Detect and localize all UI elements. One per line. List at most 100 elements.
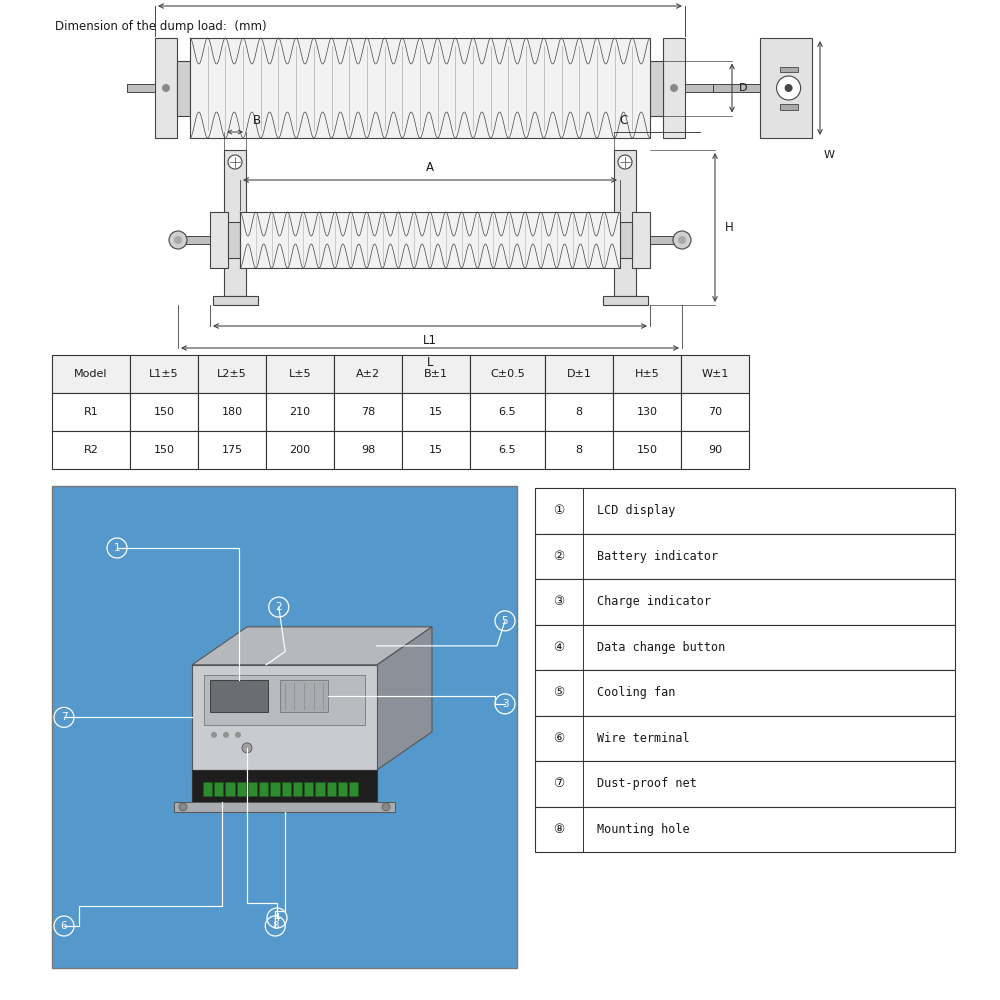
Bar	[130, 431, 198, 469]
Bar	[545, 393, 613, 431]
Bar	[334, 431, 402, 469]
Bar	[535, 488, 955, 534]
Bar	[535, 716, 955, 761]
Text: L1: L1	[423, 334, 437, 347]
Bar	[632, 212, 650, 268]
Bar	[130, 355, 198, 393]
Bar	[613, 355, 681, 393]
Text: Data change button: Data change button	[597, 641, 725, 654]
Bar	[210, 212, 228, 268]
Text: 200: 200	[289, 445, 311, 455]
Bar	[155, 38, 177, 138]
Text: L1±5: L1±5	[149, 369, 179, 379]
Text: 98: 98	[361, 445, 375, 455]
Circle shape	[211, 732, 217, 738]
Text: Charge indicator: Charge indicator	[597, 595, 711, 608]
Text: B: B	[253, 114, 261, 127]
Bar	[470, 431, 545, 469]
Bar	[334, 355, 402, 393]
Text: Wire terminal: Wire terminal	[597, 732, 690, 745]
Bar	[178, 236, 210, 243]
Bar	[681, 355, 749, 393]
Text: 150: 150	[154, 445, 175, 455]
Circle shape	[169, 231, 187, 249]
Text: L: L	[427, 356, 433, 369]
Bar	[212, 296, 258, 305]
Text: LCD display: LCD display	[597, 504, 675, 517]
Bar	[681, 393, 749, 431]
Bar	[240, 212, 620, 268]
Text: H: H	[725, 221, 734, 234]
Circle shape	[179, 803, 187, 811]
Text: 8: 8	[575, 407, 583, 417]
Bar	[650, 60, 663, 116]
Polygon shape	[192, 627, 432, 665]
Text: 150: 150	[154, 407, 175, 417]
Bar	[613, 431, 681, 469]
Bar	[304, 782, 313, 796]
Text: R1: R1	[84, 407, 98, 417]
Bar	[685, 84, 713, 92]
Text: B±1: B±1	[424, 369, 448, 379]
Bar	[402, 355, 470, 393]
Bar	[293, 782, 302, 796]
Bar	[402, 431, 470, 469]
Bar	[535, 670, 955, 716]
Text: 175: 175	[221, 445, 243, 455]
Bar	[174, 802, 395, 812]
Text: ③: ③	[553, 595, 565, 608]
Bar	[334, 393, 402, 431]
Text: D: D	[739, 83, 748, 93]
Bar	[713, 84, 760, 92]
Bar	[177, 60, 190, 116]
Text: 7: 7	[61, 712, 67, 722]
Bar	[52, 431, 130, 469]
Bar	[198, 355, 266, 393]
Circle shape	[777, 76, 801, 100]
Bar	[190, 38, 650, 138]
Bar	[203, 782, 212, 796]
Text: ⑦: ⑦	[553, 777, 565, 790]
Bar	[535, 579, 955, 624]
Text: 8: 8	[575, 445, 583, 455]
Text: 6.5: 6.5	[499, 445, 516, 455]
Bar	[280, 680, 328, 712]
Text: 5: 5	[502, 616, 508, 626]
Bar	[535, 624, 955, 670]
Bar	[270, 782, 280, 796]
Bar	[248, 782, 257, 796]
Bar	[225, 782, 235, 796]
Text: 78: 78	[361, 407, 375, 417]
Bar	[315, 782, 325, 796]
Circle shape	[235, 732, 241, 738]
Bar	[535, 534, 955, 579]
Bar	[127, 84, 155, 92]
Bar	[198, 393, 266, 431]
Bar	[204, 675, 365, 725]
Bar	[780, 67, 798, 72]
Circle shape	[242, 743, 252, 753]
Polygon shape	[377, 627, 432, 770]
Text: 130: 130	[637, 407, 658, 417]
Circle shape	[382, 803, 390, 811]
Bar	[402, 393, 470, 431]
Bar	[545, 355, 613, 393]
Circle shape	[670, 84, 678, 92]
Circle shape	[162, 84, 170, 92]
Bar	[282, 782, 291, 796]
Bar	[266, 431, 334, 469]
Bar	[259, 782, 268, 796]
Text: 150: 150	[637, 445, 658, 455]
Text: ⑥: ⑥	[553, 732, 565, 745]
Text: 3: 3	[502, 699, 508, 709]
Text: C±0.5: C±0.5	[490, 369, 525, 379]
Text: D±1: D±1	[567, 369, 591, 379]
Text: 90: 90	[708, 445, 722, 455]
Bar	[52, 355, 130, 393]
Text: Battery indicator: Battery indicator	[597, 550, 718, 563]
Text: ④: ④	[553, 641, 565, 654]
Text: L±5: L±5	[289, 369, 311, 379]
Text: R2: R2	[84, 445, 98, 455]
Text: 180: 180	[221, 407, 243, 417]
Text: 6: 6	[61, 921, 67, 931]
